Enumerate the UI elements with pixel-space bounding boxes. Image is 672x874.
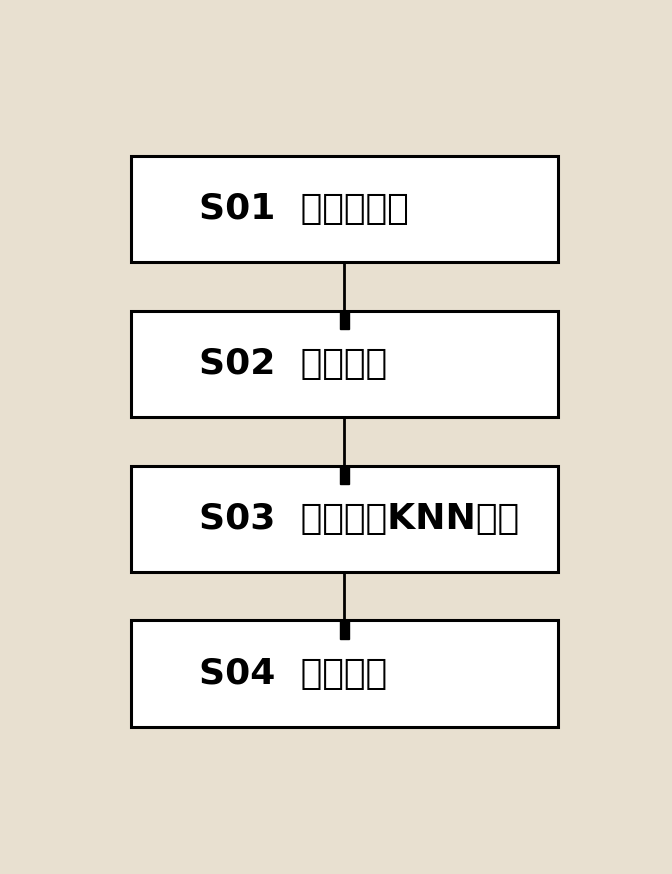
Bar [131, 466, 558, 572]
Text: S03  权重融入KNN公式: S03 权重融入KNN公式 [199, 502, 519, 536]
Bar [131, 621, 558, 726]
Bar [340, 466, 349, 484]
Text: S01  计算信息熵: S01 计算信息熵 [199, 192, 409, 226]
Text: S02  计算权重: S02 计算权重 [199, 347, 386, 381]
Bar [340, 311, 349, 329]
Bar [131, 311, 558, 417]
Text: S04  距离优化: S04 距离优化 [199, 656, 386, 690]
Bar [131, 156, 558, 262]
Bar [340, 621, 349, 639]
